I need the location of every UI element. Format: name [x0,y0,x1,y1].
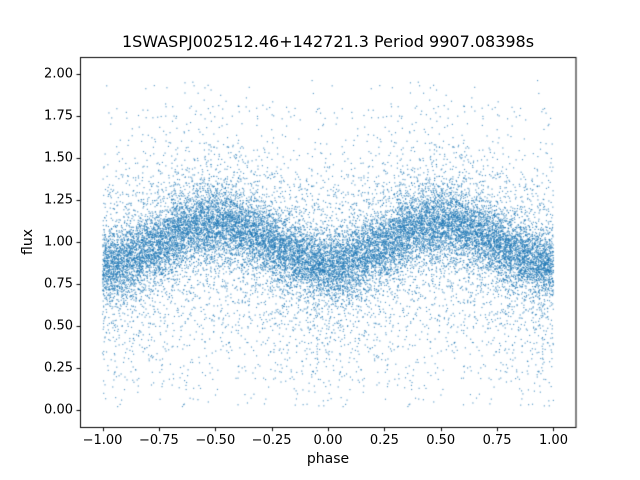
x-tick-label: 0.00 [313,433,343,448]
y-tick-label: 0.00 [44,402,73,418]
x-tick-label: 1.00 [539,433,568,448]
x-tick-label: −0.50 [195,433,236,448]
x-axis-label: phase [306,451,350,467]
y-tick-label: 1.00 [44,234,73,250]
y-tick-label: 0.75 [44,276,73,292]
y-tick-label: 2.00 [44,66,73,82]
y-tick-label: 1.25 [44,192,73,208]
x-tick-label: −0.25 [251,433,292,448]
y-tick-label: 1.75 [44,108,73,124]
x-tick-label: 0.25 [369,433,399,448]
y-tick-label: 0.25 [44,360,73,376]
x-tick-label: −0.75 [138,433,179,448]
chart-title: 1SWASPJ002512.46+142721.3 Period 9907.08… [121,32,535,51]
y-axis-label: flux [20,229,36,255]
y-tick-label: 1.50 [44,150,73,166]
x-tick-label: −1.00 [82,433,123,448]
x-tick-label: 0.50 [426,433,456,448]
x-tick-label: 0.75 [482,433,512,448]
y-tick-label: 0.50 [44,318,73,334]
